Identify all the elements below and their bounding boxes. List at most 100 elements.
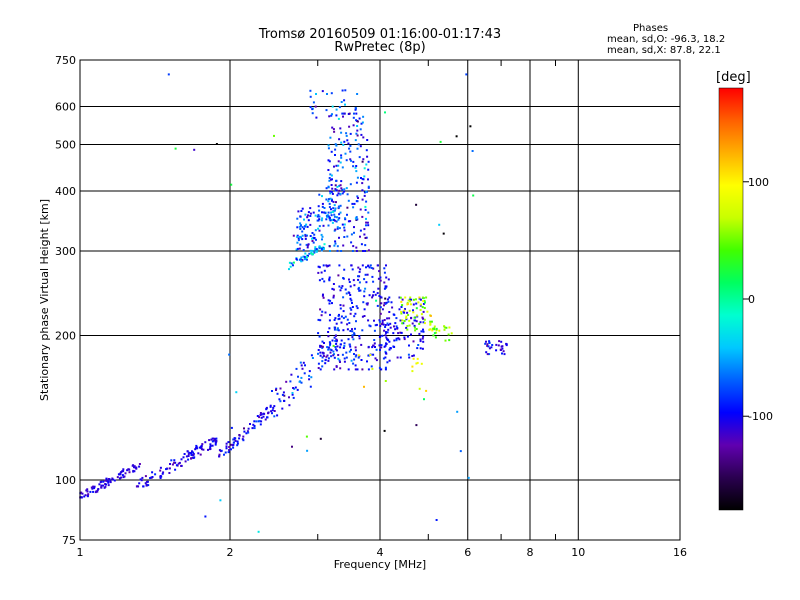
data-point: [357, 287, 360, 290]
data-point: [364, 208, 367, 211]
data-point: [328, 160, 331, 163]
data-point: [488, 353, 491, 356]
data-point: [311, 357, 314, 359]
data-point: [326, 215, 329, 218]
data-point: [342, 347, 345, 349]
data-point: [266, 416, 269, 419]
data-point: [211, 444, 214, 447]
data-point: [372, 280, 375, 283]
data-point: [351, 328, 353, 331]
data-point: [252, 423, 255, 426]
data-point: [265, 406, 268, 409]
data-point: [378, 270, 381, 273]
data-point: [350, 308, 353, 311]
data-point: [356, 134, 359, 137]
data-point: [307, 243, 310, 246]
data-point: [105, 477, 108, 480]
data-point: [276, 392, 279, 395]
data-point: [396, 356, 399, 359]
data-point: [335, 365, 338, 368]
data-point: [410, 298, 413, 301]
data-point: [354, 346, 357, 349]
data-point: [325, 355, 328, 358]
data-point: [362, 301, 365, 304]
data-point: [349, 312, 352, 315]
data-point: [113, 479, 116, 482]
data-point: [106, 480, 109, 483]
data-point: [357, 356, 360, 359]
data-point: [141, 476, 144, 479]
data-point: [333, 356, 336, 359]
data-point: [249, 423, 251, 425]
data-point: [352, 165, 355, 168]
data-point: [381, 308, 384, 311]
data-point: [336, 194, 339, 197]
data-point: [378, 319, 381, 322]
data-point: [389, 326, 392, 329]
data-point: [401, 319, 404, 322]
data-point: [348, 322, 351, 324]
data-point: [225, 445, 228, 448]
data-point: [424, 301, 426, 304]
data-point: [346, 193, 349, 196]
data-point: [334, 340, 337, 342]
data-point: [385, 352, 388, 355]
data-point: [385, 336, 388, 339]
data-point: [322, 355, 325, 357]
data-point: [338, 206, 341, 209]
data-point: [363, 233, 366, 236]
data-point: [342, 304, 345, 307]
data-point: [321, 217, 324, 220]
data-point: [318, 279, 321, 282]
data-point: [308, 370, 311, 373]
data-point: [339, 184, 342, 187]
data-point: [394, 328, 397, 331]
data-point: [295, 248, 298, 251]
data-point: [401, 298, 404, 301]
data-point: [283, 394, 286, 397]
data-point: [309, 235, 312, 237]
data-point: [412, 311, 415, 314]
data-point: [235, 391, 238, 394]
data-point: [485, 351, 488, 354]
data-point: [333, 204, 336, 207]
data-point: [309, 385, 312, 388]
data-point: [383, 345, 386, 348]
data-point: [147, 484, 150, 487]
data-point: [377, 277, 380, 280]
data-point: [259, 423, 262, 426]
data-point: [422, 335, 425, 338]
data-point: [356, 120, 359, 123]
data-point: [431, 327, 434, 330]
data-point: [334, 346, 337, 348]
data-point: [435, 331, 438, 334]
data-point: [170, 459, 173, 462]
data-point: [175, 464, 178, 467]
data-point: [357, 275, 359, 278]
data-point: [352, 116, 355, 119]
data-point: [372, 353, 375, 356]
data-point: [364, 205, 367, 208]
data-point: [329, 219, 332, 222]
data-point: [375, 359, 378, 362]
data-point: [348, 125, 351, 128]
data-point: [319, 437, 322, 440]
data-point: [296, 226, 299, 229]
data-point: [335, 144, 338, 147]
data-point: [403, 336, 406, 339]
data-point: [404, 308, 406, 311]
data-point: [333, 244, 336, 247]
data-point: [317, 227, 320, 230]
data-point: [178, 461, 181, 464]
data-point: [378, 366, 381, 369]
data-point: [331, 113, 333, 116]
colorbar-tick-label: 100: [748, 176, 769, 189]
data-point: [327, 198, 330, 201]
data-point: [220, 449, 223, 452]
data-point: [315, 248, 318, 251]
data-point: [355, 250, 358, 252]
data-point: [288, 396, 290, 399]
data-point: [345, 187, 348, 190]
data-point: [361, 368, 364, 371]
data-point: [422, 317, 425, 320]
